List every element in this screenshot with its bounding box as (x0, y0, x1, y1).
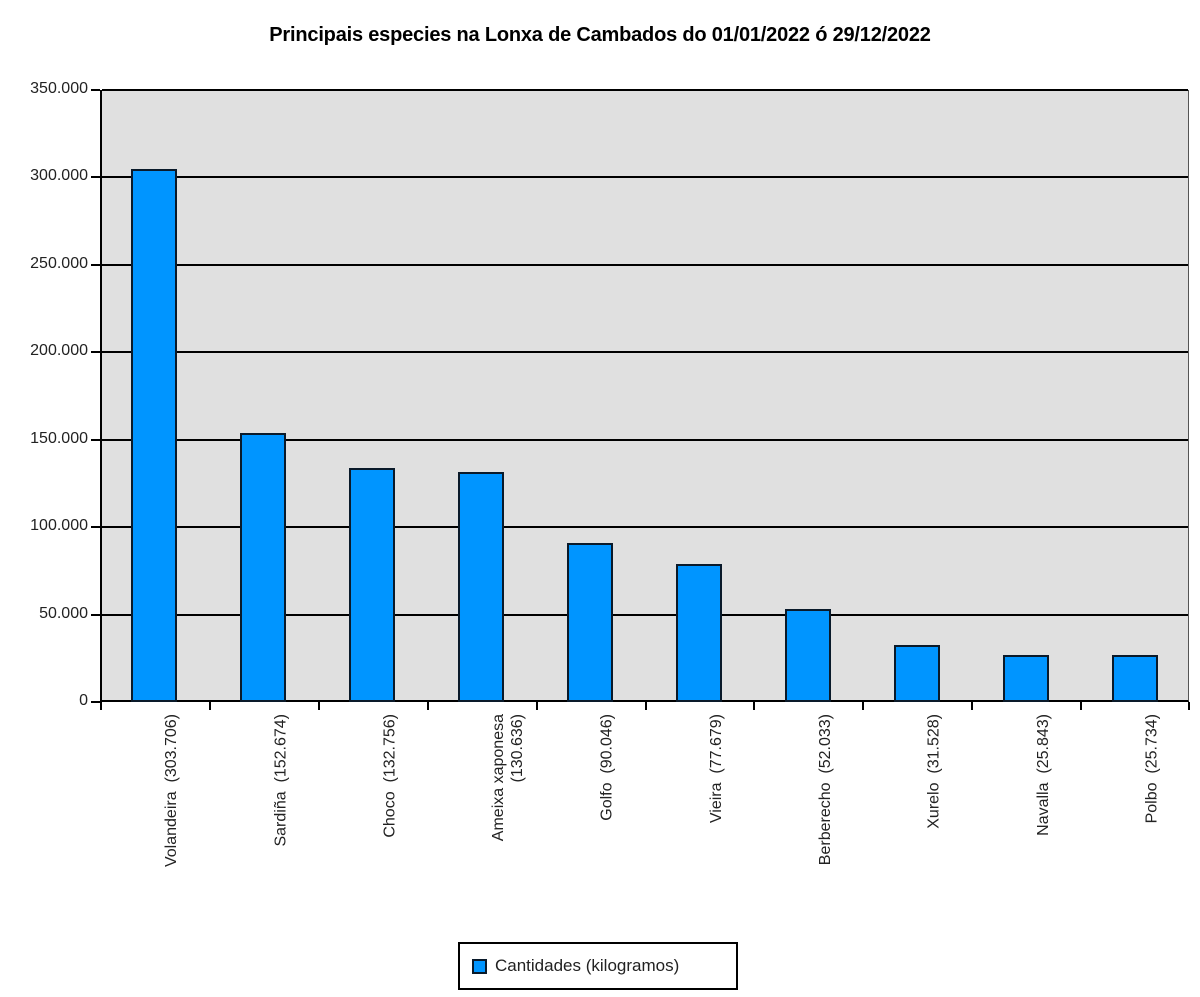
x-tick (644, 702, 647, 710)
x-tick (535, 702, 538, 710)
x-tick (317, 702, 320, 710)
bar-xurelo (893, 644, 940, 702)
x-tick-label: Golfo (90.046) (599, 714, 617, 821)
x-tick (208, 702, 211, 710)
x-tick-label: Xurelo (31.528) (925, 714, 943, 829)
bar-berberecho (784, 609, 831, 702)
gridline (102, 351, 1188, 354)
y-tick-label: 150.000 (30, 429, 88, 447)
bar-vieira (675, 564, 722, 702)
x-tick-label: Vieira (77.679) (707, 714, 725, 824)
bar-navalla (1002, 654, 1049, 702)
y-tick (91, 89, 100, 91)
x-tick-label: Choco (132.756) (381, 714, 399, 838)
chart-title: Principais especies na Lonxa de Cambados… (269, 24, 931, 46)
y-tick-label: 200.000 (30, 342, 88, 360)
gridline (102, 438, 1188, 441)
bar-golfo (567, 542, 614, 702)
bar-polbo (1111, 655, 1158, 702)
gridline (102, 176, 1188, 179)
gridline (102, 89, 1188, 91)
y-tick-label: 300.000 (30, 167, 88, 185)
legend: Cantidades (kilogramos) (458, 942, 738, 990)
x-tick (862, 702, 865, 710)
y-tick-label: 0 (79, 692, 88, 709)
x-tick (1080, 702, 1083, 710)
legend-label: Cantidades (kilogramos) (495, 956, 680, 975)
y-tick (91, 438, 100, 441)
y-tick (91, 701, 100, 703)
x-tick-label: Navalla (25.843) (1034, 714, 1052, 836)
y-tick-label: 350.000 (30, 80, 88, 97)
bar-choco (349, 467, 396, 702)
gridline (102, 263, 1188, 266)
y-tick-label: 250.000 (30, 254, 88, 272)
bar-ameixa-xaponesa (458, 471, 505, 702)
y-tick-label: 100.000 (30, 517, 88, 535)
bar-volandeira (131, 168, 178, 702)
x-tick-label: Polbo (25.734) (1143, 714, 1161, 824)
y-tick (91, 263, 100, 266)
y-tick (91, 526, 100, 529)
gridline (102, 613, 1188, 616)
x-tick-label: Ameixa xaponesa (130.636) (490, 714, 527, 842)
x-tick (971, 702, 974, 710)
y-tick-label: 50.000 (39, 604, 88, 622)
x-tick-label: Volandeira (303.706) (163, 714, 181, 867)
gridline (102, 526, 1188, 529)
legend-swatch-icon (472, 958, 487, 974)
x-tick-label: Sardiña (152.674) (272, 714, 290, 847)
x-tick (100, 702, 102, 710)
x-tick (1188, 702, 1190, 710)
y-tick (91, 613, 100, 616)
bar-sardi-a (240, 433, 287, 702)
y-tick (91, 351, 100, 354)
plot-area (100, 89, 1189, 702)
x-tick (753, 702, 756, 710)
y-tick (91, 176, 100, 179)
x-tick (426, 702, 429, 710)
x-tick-label: Berberecho (52.033) (816, 714, 834, 866)
